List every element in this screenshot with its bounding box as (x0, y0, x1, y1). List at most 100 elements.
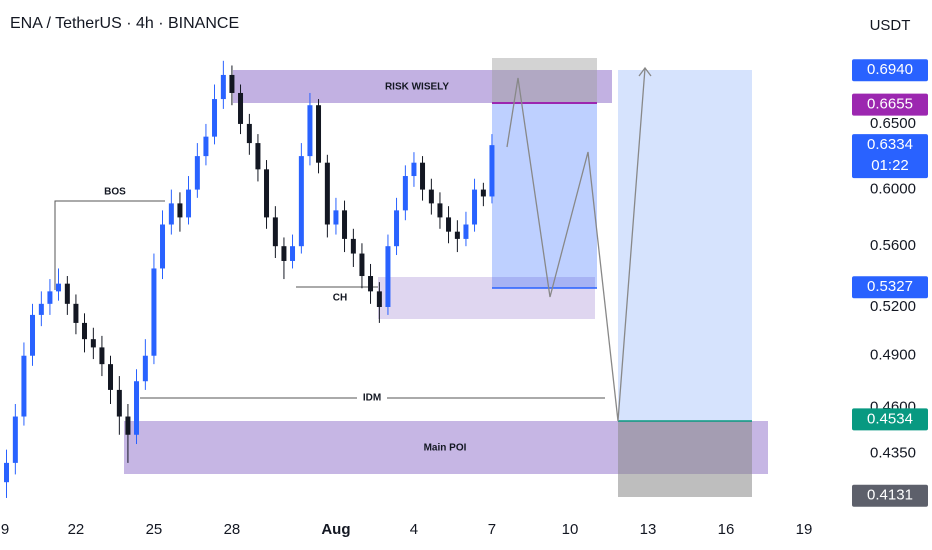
candle-body (385, 246, 391, 307)
candle-body (108, 364, 114, 390)
candle-body (212, 99, 218, 137)
candle-body (272, 217, 278, 247)
x-tick-label: 7 (488, 521, 496, 538)
candle-body (229, 74, 235, 93)
y-tick-label: 0.5200 (870, 298, 916, 315)
x-tick-label: 25 (146, 521, 163, 538)
y-tick-label: 0.4900 (870, 347, 916, 364)
candle-body (350, 238, 356, 254)
price-label-box (852, 408, 928, 431)
idm-label: IDM (363, 393, 381, 404)
idm-bg (357, 391, 387, 405)
candle-body (437, 203, 443, 218)
chart-title: ENA / TetherUS · 4h · BINANCE (10, 15, 239, 32)
candle-body (255, 143, 261, 170)
arrow-head (638, 66, 652, 77)
candle-body (333, 210, 339, 225)
candle-body (394, 210, 400, 247)
price-label: 0.6334 (867, 136, 913, 153)
candle-body (151, 268, 157, 356)
candle-body (90, 339, 96, 348)
ch-label: CH (333, 293, 347, 304)
x-tick-label: 19 (796, 521, 813, 538)
y-tick-label: 0.4350 (870, 444, 916, 461)
candle-body (142, 355, 148, 382)
long-box (618, 70, 752, 421)
candle-body (177, 203, 183, 218)
candle-body (246, 123, 252, 144)
x-tick-label: 9 (1, 521, 9, 538)
candle-body (186, 189, 192, 218)
price-label-box (852, 484, 928, 507)
candle-body (324, 162, 330, 225)
y-tick-label: 0.6000 (870, 181, 916, 198)
y-tick-label: 0.5600 (870, 237, 916, 254)
x-tick-label: Aug (321, 521, 350, 538)
candle-body (420, 162, 426, 190)
candle-body (21, 355, 27, 417)
candle-body (168, 203, 174, 225)
projection-path (506, 67, 646, 422)
long-stop-box (618, 421, 752, 497)
stop-box (492, 58, 597, 103)
candle-body (298, 156, 304, 247)
candle-body (489, 145, 495, 197)
candle-body (480, 189, 486, 197)
price-label-box (852, 59, 928, 82)
candle-body (446, 217, 452, 232)
candle-body (56, 283, 62, 292)
candle-body (99, 347, 105, 365)
candle-body (160, 224, 166, 269)
candle-body (30, 314, 36, 356)
candle-body (307, 105, 313, 157)
y-tick-label: 0.6500 (870, 115, 916, 132)
candle-body (281, 246, 287, 261)
candle-body (220, 74, 226, 100)
candle-body (47, 291, 53, 304)
candle-body (463, 224, 469, 239)
candle-body (116, 389, 122, 417)
candle-body (73, 303, 79, 323)
price-label: 0.5327 (867, 278, 913, 295)
x-tick-label: 16 (718, 521, 735, 538)
price-label: 0.4131 (867, 487, 913, 504)
currency: USDT (870, 17, 911, 34)
candle-body (238, 92, 244, 124)
price-label: 0.6655 (867, 96, 913, 113)
candle-body (368, 276, 374, 292)
candle-body (316, 105, 322, 163)
candle-body (411, 162, 417, 177)
candle-body (203, 136, 209, 157)
price-label-box (852, 93, 928, 116)
price-label-box (852, 134, 928, 179)
candle-body (4, 462, 10, 483)
poi-label: Main POI (424, 443, 467, 454)
candle-body (342, 210, 348, 239)
candle-body (472, 189, 478, 225)
candle-body (402, 176, 408, 211)
bos-label: BOS (104, 187, 126, 198)
candle-body (264, 169, 270, 218)
drawings: RISK WISELY BOS CH IDM Main POI (54, 58, 768, 497)
x-tick-label: 4 (410, 521, 418, 538)
x-tick-label: 22 (68, 521, 85, 538)
x-tick-label: 10 (562, 521, 579, 538)
risk-label: RISK WISELY (385, 82, 449, 93)
candle-body (125, 416, 131, 435)
candle-body (82, 322, 88, 340)
countdown: 01:22 (871, 157, 909, 174)
risk-zone (233, 70, 612, 103)
candle-body (376, 291, 382, 307)
candle-body (64, 283, 70, 304)
candle-body (290, 246, 296, 261)
candle-body (428, 189, 434, 204)
price-label: 0.4534 (867, 410, 913, 427)
candle-body (38, 303, 44, 315)
candle-body (12, 416, 18, 463)
candle-body (134, 381, 140, 435)
price-label-box (852, 276, 928, 299)
candle-body (359, 253, 365, 277)
candle-body (454, 231, 460, 239)
candle-body (194, 156, 200, 190)
